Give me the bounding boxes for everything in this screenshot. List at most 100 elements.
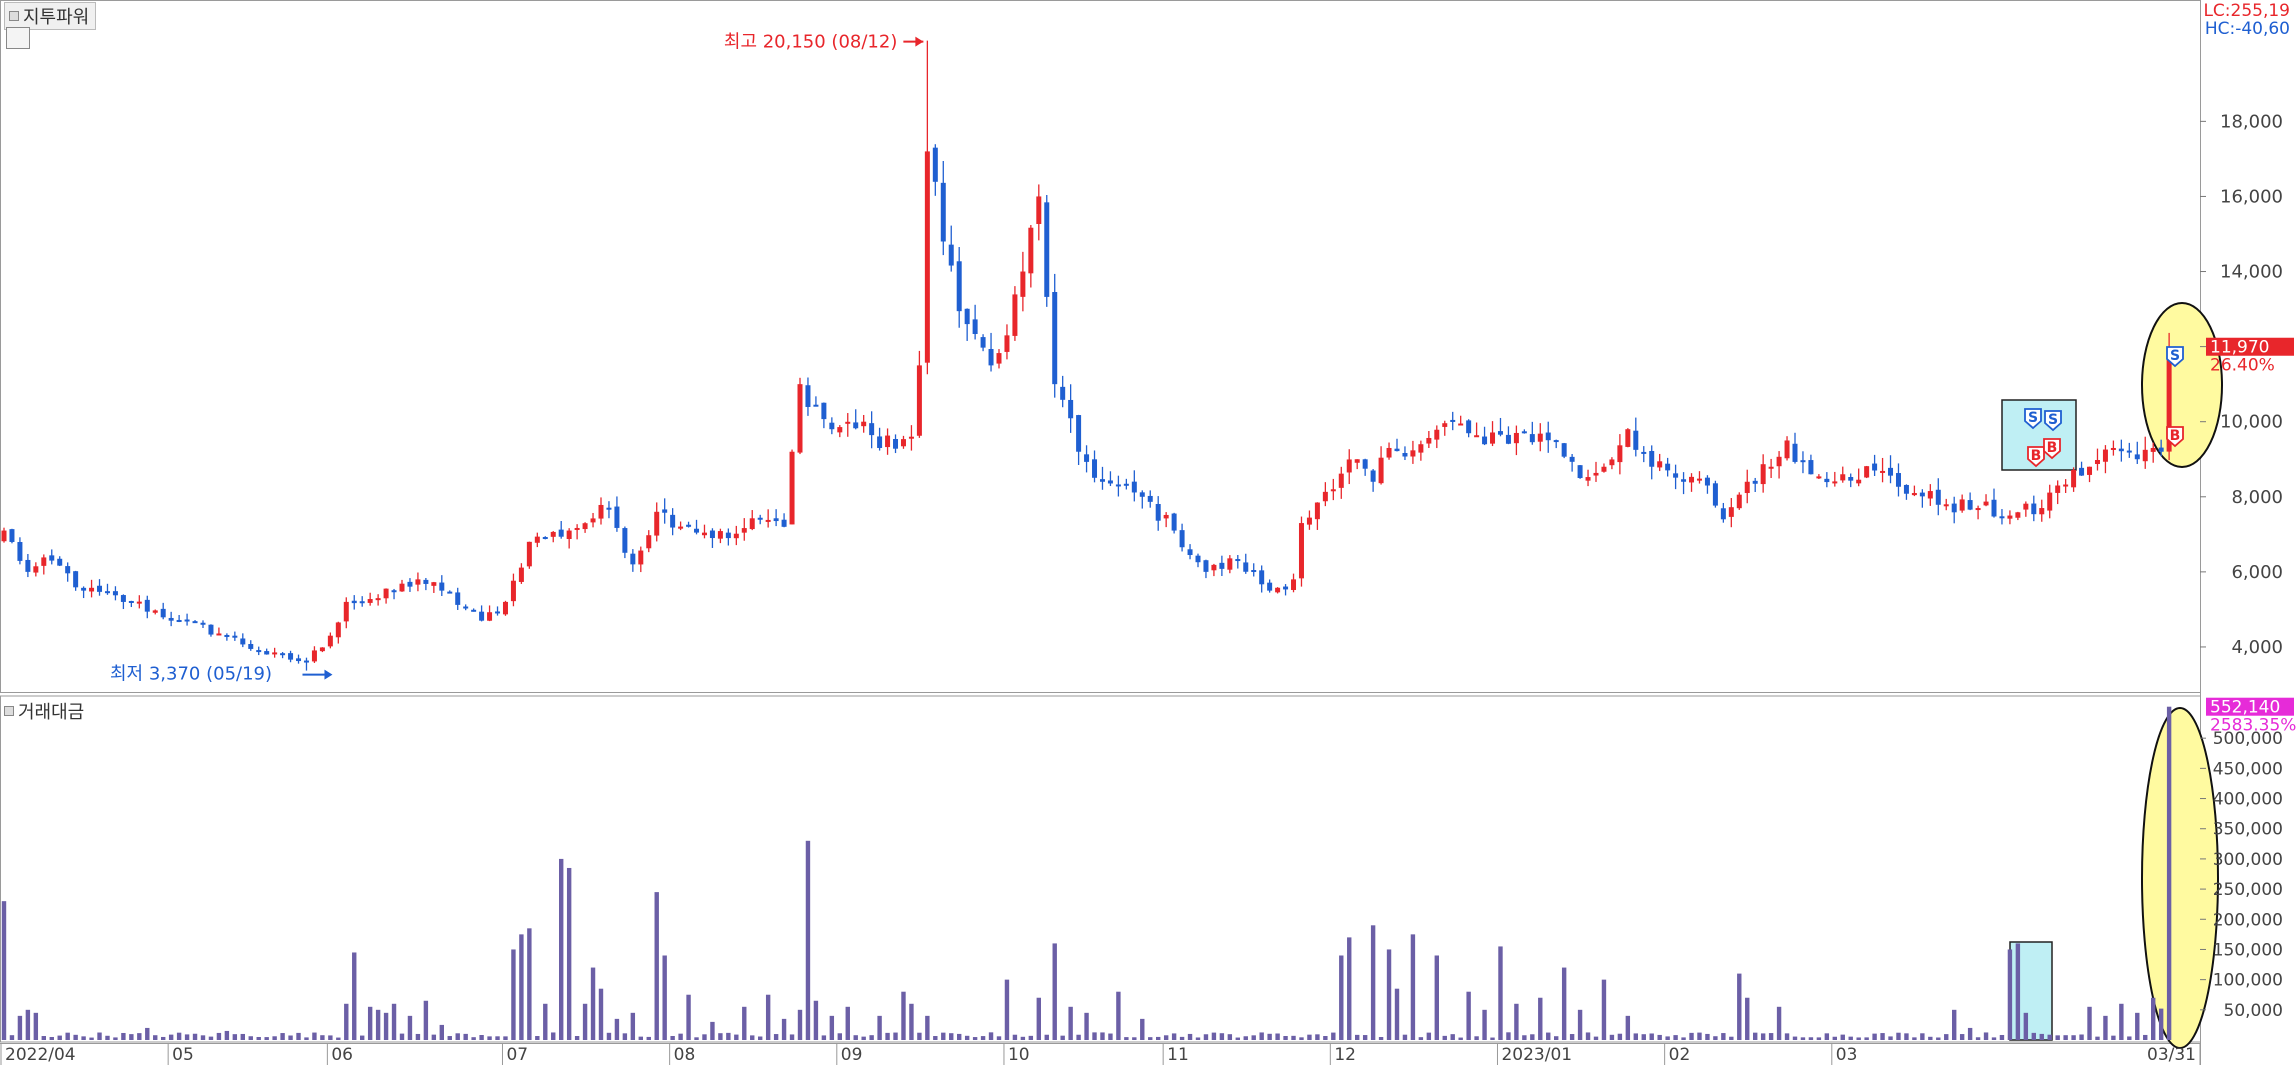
candle [367, 592, 373, 606]
volume-bar [455, 1033, 460, 1040]
candle [1800, 451, 1806, 474]
panel-toggle-icon[interactable] [9, 11, 19, 21]
volume-bar [1530, 1034, 1535, 1040]
panel-toggle-icon[interactable] [4, 706, 14, 716]
volume-bar [670, 1035, 675, 1040]
candle [1784, 436, 1790, 461]
volume-bar [1355, 1034, 1360, 1040]
candle-body [948, 244, 954, 266]
candle-body [1402, 453, 1408, 457]
volume-bar [1251, 1035, 1256, 1040]
volume-bar [129, 1034, 134, 1040]
candle-body [972, 319, 978, 335]
price-highlight-ellipse [2141, 302, 2223, 468]
volume-bar [1068, 1006, 1073, 1040]
candle-body [264, 651, 270, 655]
candle-body [1505, 434, 1511, 444]
volume-bar [630, 1012, 636, 1040]
candle [606, 501, 612, 519]
indicator-title[interactable]: 지투파워 [4, 2, 97, 30]
candle [1346, 449, 1352, 485]
candle [128, 600, 134, 608]
volume-bar [2166, 706, 2172, 1040]
candle-body [2110, 447, 2116, 450]
candle [2094, 448, 2100, 471]
last-volume-change-label: 2583.35% [2210, 716, 2296, 736]
candle [1354, 459, 1360, 470]
volume-bar [121, 1032, 126, 1040]
candle [1704, 475, 1710, 494]
candle [1474, 422, 1480, 438]
volume-bar [949, 1033, 954, 1040]
candle [375, 594, 381, 606]
candle [1792, 432, 1798, 464]
volume-bar [1044, 1034, 1049, 1040]
x-tick-label: 2023/01 [1501, 1045, 1572, 1065]
candle-body [885, 435, 891, 448]
volume-bar [1633, 1033, 1638, 1040]
candle [1927, 484, 1933, 506]
candle-body [940, 182, 946, 242]
candle-body [1888, 467, 1894, 476]
volume-bar [1020, 1036, 1026, 1040]
candle [733, 525, 739, 546]
candle-body [1856, 479, 1862, 484]
candle [1219, 555, 1225, 577]
volume-bar [81, 1036, 86, 1040]
candle-body [996, 353, 1002, 364]
candle-body [821, 402, 827, 420]
candle [1084, 445, 1090, 473]
candle [1593, 461, 1599, 482]
volume-bar [1331, 1032, 1336, 1040]
volume-bar [1323, 1036, 1328, 1040]
candle-body [518, 567, 524, 582]
sell-signal-marker-shape [2024, 408, 2042, 430]
volume-bar [742, 1006, 747, 1040]
volume-bar [734, 1034, 739, 1040]
volume-panel-title[interactable]: 거래대금 [4, 698, 84, 724]
volume-bar [1490, 1037, 1495, 1040]
candle-body [303, 660, 309, 663]
volume-bar [2007, 949, 2013, 1040]
candle [1665, 457, 1671, 477]
candle-body [1593, 472, 1599, 476]
candle [439, 575, 445, 597]
volume-bar [1291, 1035, 1296, 1040]
candle-body [1983, 501, 1989, 506]
volume-bar [972, 1037, 978, 1040]
candle [1641, 446, 1647, 463]
candle [964, 308, 970, 341]
y-tick-label: 4,000 [2231, 637, 2283, 658]
candle-body [908, 436, 914, 439]
candle-body [160, 608, 166, 618]
volume-bar [1601, 979, 1607, 1040]
candle [1728, 498, 1734, 528]
table-grid-icon[interactable] [6, 27, 30, 49]
volume-bar [1713, 1036, 1718, 1040]
volume-bar [1554, 1036, 1559, 1040]
volume-bar [2111, 1035, 2116, 1040]
candle [1824, 472, 1830, 488]
volume-bar [391, 1003, 397, 1040]
candle-body [1394, 448, 1400, 452]
volume-bar [925, 1015, 930, 1040]
candle [1092, 450, 1098, 483]
volume-bar [678, 1033, 683, 1040]
candle-body [1155, 503, 1161, 521]
candle-body [964, 308, 970, 325]
candle [1816, 474, 1822, 480]
candle-body [1418, 444, 1424, 453]
candle-body [152, 610, 158, 613]
candle [1943, 498, 1949, 511]
candle [303, 657, 309, 671]
candle [1020, 251, 1026, 312]
candle [510, 573, 516, 607]
candle-body [25, 559, 31, 572]
candle-body [1283, 586, 1289, 590]
volume-bar [1124, 1037, 1129, 1040]
volume-bar [527, 928, 532, 1040]
candle [1076, 414, 1082, 465]
candle-body [502, 601, 508, 615]
candle-body [2071, 469, 2077, 488]
candle-body [2047, 492, 2053, 511]
